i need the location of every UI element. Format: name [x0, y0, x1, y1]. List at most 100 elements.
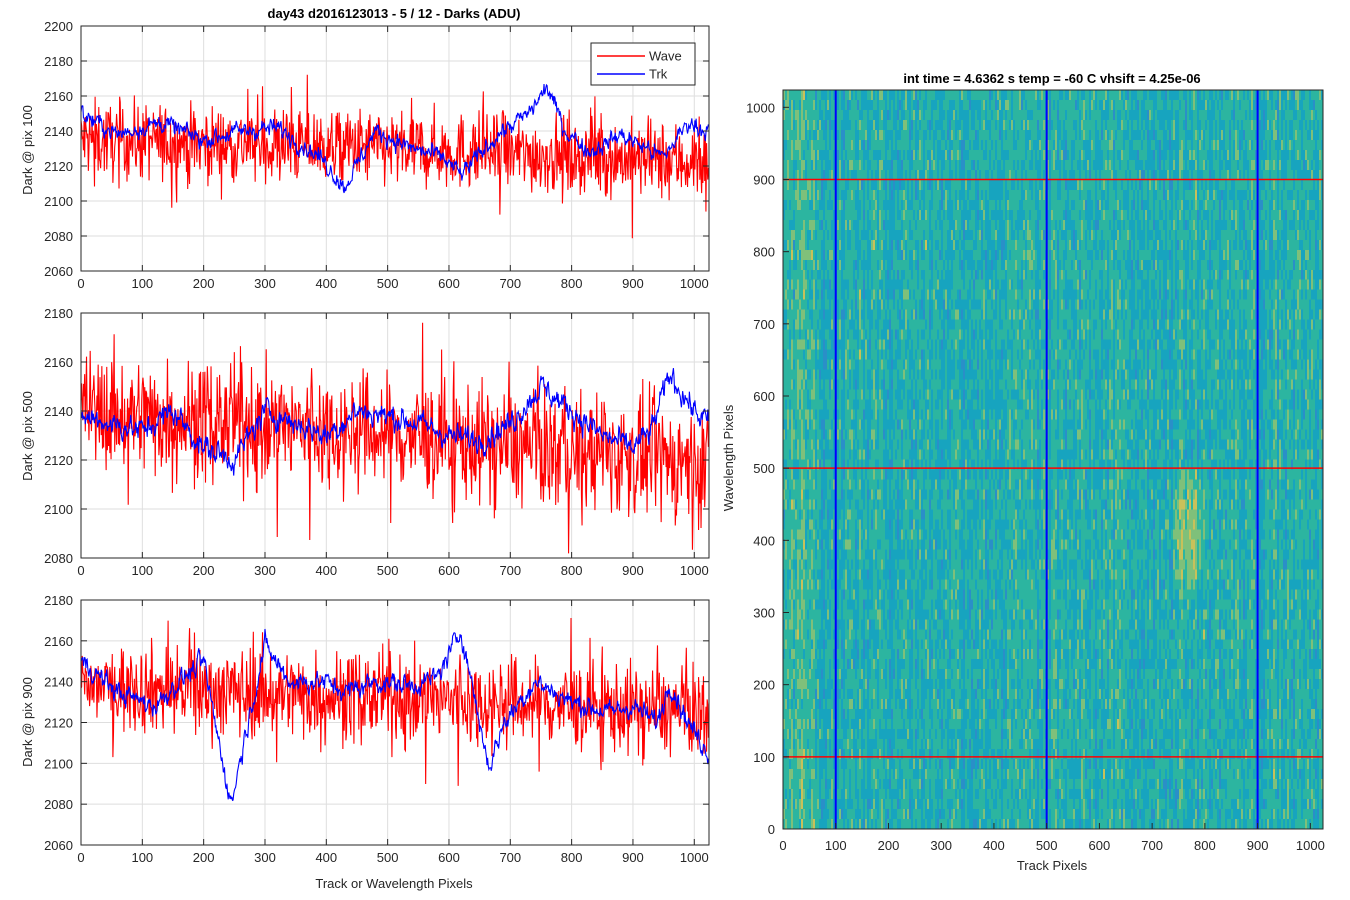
- heatmap-cell: [1103, 90, 1106, 101]
- heatmap-cell: [1203, 90, 1206, 101]
- heatmap-cell: [1319, 189, 1322, 201]
- heatmap-cell: [1063, 189, 1066, 201]
- heatmap-cell: [1255, 169, 1258, 181]
- heatmap-cell: [799, 119, 802, 131]
- heatmap-cell: [1217, 229, 1220, 241]
- heatmap-cell: [1087, 199, 1090, 211]
- heatmap-cell: [1113, 189, 1116, 201]
- heatmap-cell: [1147, 159, 1150, 171]
- heatmap-cell: [1035, 259, 1038, 271]
- heatmap-cell: [795, 259, 798, 271]
- heatmap-cell: [1071, 229, 1074, 241]
- heatmap-cell: [963, 209, 966, 221]
- heatmap-cell: [987, 159, 990, 171]
- heatmap-cell: [889, 209, 892, 221]
- y-tick-label: 2120: [44, 159, 73, 174]
- heatmap-cell: [1203, 129, 1206, 141]
- heatmap-cell: [1311, 99, 1314, 111]
- heatmap-cell: [1167, 189, 1170, 201]
- heatmap-cell: [1077, 129, 1080, 141]
- heatmap-cell: [1315, 99, 1318, 111]
- heatmap-cell: [843, 219, 846, 231]
- heatmap-cell: [917, 239, 920, 251]
- heatmap-cell: [1151, 119, 1154, 131]
- heatmap-cell: [1283, 209, 1286, 221]
- heatmap-cell: [1135, 109, 1138, 121]
- heatmap-cell: [1157, 229, 1160, 241]
- heatmap-cell: [1303, 209, 1306, 221]
- heatmap-cell: [1245, 109, 1248, 121]
- heatmap-cell: [857, 169, 860, 181]
- heatmap-cell: [955, 90, 958, 101]
- heatmap-cell: [1295, 179, 1298, 191]
- heatmap-cell: [933, 199, 936, 211]
- heatmap-cell: [1307, 209, 1310, 221]
- heatmap-cell: [1233, 129, 1236, 141]
- heatmap-cell: [1239, 229, 1242, 241]
- heatmap-cell: [971, 259, 974, 271]
- heatmap-cell: [961, 199, 964, 211]
- heatmap-cell: [1239, 90, 1242, 101]
- heatmap-cell: [1133, 109, 1136, 121]
- heatmap-cell: [1213, 90, 1216, 101]
- heatmap-cell: [793, 119, 796, 131]
- heatmap-cell: [923, 249, 926, 261]
- heatmap-cell: [907, 259, 910, 271]
- heatmap-cell: [1031, 90, 1034, 101]
- heatmap-cell: [1069, 90, 1072, 101]
- heatmap-cell: [1129, 209, 1132, 221]
- heatmap-cell: [1069, 219, 1072, 231]
- heatmap-cell: [965, 109, 968, 121]
- heatmap-cell: [925, 119, 928, 131]
- heatmap-cell: [1137, 219, 1140, 231]
- heatmap-cell: [1059, 249, 1062, 261]
- heatmap-cell: [927, 139, 930, 151]
- heatmap-cell: [1173, 99, 1176, 111]
- heatmap-cell: [869, 149, 872, 161]
- heatmap-cell: [1079, 109, 1082, 121]
- heatmap-cell: [1081, 219, 1084, 231]
- heatmap-cell: [1207, 109, 1210, 121]
- heatmap-cell: [799, 239, 802, 251]
- heatmap-cell: [923, 259, 926, 271]
- heatmap-cell: [1241, 169, 1244, 181]
- heatmap-cell: [1209, 249, 1212, 261]
- heatmap-cell: [1309, 239, 1312, 251]
- heatmap-cell: [1011, 109, 1014, 121]
- heatmap-cell: [907, 139, 910, 151]
- heatmap-cell: [869, 229, 872, 241]
- heatmap-cell: [1267, 249, 1270, 261]
- x-tick-label: 900: [622, 276, 644, 291]
- heatmap-cell: [849, 119, 852, 131]
- heatmap-cell: [957, 109, 960, 121]
- heatmap-cell: [1229, 189, 1232, 201]
- heatmap-cell: [1299, 189, 1302, 201]
- heatmap-cell: [1249, 109, 1252, 121]
- heatmap-cell: [919, 249, 922, 261]
- heatmap-cell: [825, 199, 828, 211]
- x-tick-label: 800: [561, 850, 583, 865]
- heatmap-cell: [793, 109, 796, 121]
- heatmap-cell: [897, 169, 900, 181]
- heatmap-cell: [851, 249, 854, 261]
- heatmap-cell: [997, 189, 1000, 201]
- heatmap-cell: [989, 209, 992, 221]
- heatmap-cell: [961, 109, 964, 121]
- heatmap-cell: [789, 259, 792, 271]
- heatmap-cell: [1267, 179, 1270, 191]
- heatmap-cell: [811, 189, 814, 201]
- heatmap-cell: [915, 239, 918, 251]
- heatmap-cell: [1209, 149, 1212, 161]
- heatmap-cell: [879, 129, 882, 141]
- heatmap-cell: [1211, 209, 1214, 221]
- y-tick-label: 2100: [44, 194, 73, 209]
- heatmap-cell: [1109, 179, 1112, 191]
- heatmap-cell: [1079, 229, 1082, 241]
- heatmap-cell: [1239, 249, 1242, 261]
- heatmap-cell: [1033, 90, 1036, 101]
- heatmap-cell: [841, 129, 844, 141]
- heatmap-cell: [1187, 109, 1190, 121]
- heatmap-cell: [1069, 179, 1072, 191]
- heatmap-cell: [1149, 229, 1152, 241]
- heatmap-cell: [1275, 199, 1278, 211]
